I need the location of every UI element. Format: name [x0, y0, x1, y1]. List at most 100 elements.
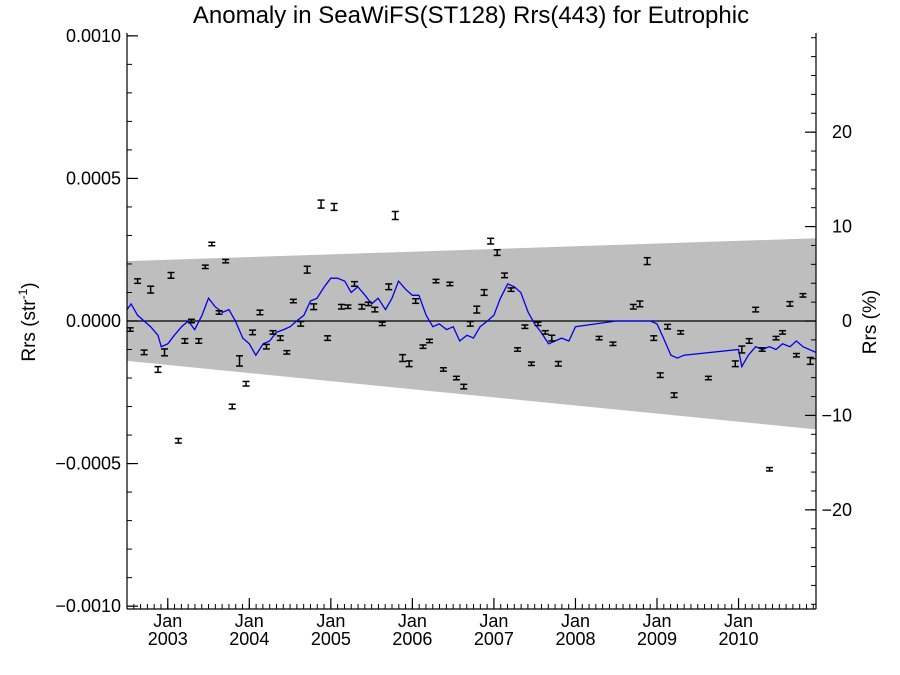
data-point [758, 347, 766, 352]
data-point [297, 320, 305, 327]
x-tick-month-label: Jan [561, 611, 590, 631]
data-point [228, 403, 236, 410]
x-tick-year-label: 2007 [474, 629, 514, 649]
data-point [187, 318, 195, 324]
data-point [419, 344, 427, 350]
data-point [480, 288, 488, 297]
data-point [664, 323, 672, 330]
data-point [670, 392, 678, 399]
x-tick-year-label: 2005 [311, 629, 351, 649]
data-point [364, 301, 372, 307]
y-right-tick-label: 10 [832, 217, 852, 237]
data-point [147, 285, 155, 294]
x-tick-month-label: Jan [642, 611, 671, 631]
data-point [541, 329, 549, 335]
data-point [303, 265, 311, 274]
x-tick-year-label: 2008 [555, 629, 595, 649]
data-point [501, 272, 509, 279]
x-tick-month-label: Jan [316, 611, 345, 631]
data-point [452, 375, 460, 381]
data-point [330, 202, 338, 212]
data-point [439, 367, 447, 372]
data-point [799, 292, 807, 298]
data-point [371, 306, 379, 313]
data-point [167, 271, 175, 279]
plot-content [127, 199, 816, 472]
data-point [677, 329, 685, 335]
data-point [766, 466, 774, 472]
data-point [283, 349, 291, 355]
data-point [174, 437, 182, 444]
data-point [487, 237, 495, 245]
data-point [236, 355, 244, 367]
data-point [208, 241, 216, 247]
x-tick-year-label: 2004 [229, 629, 269, 649]
data-point [391, 210, 399, 221]
y-right-tick-label: 20 [832, 122, 852, 142]
data-point [385, 283, 393, 291]
data-point [772, 335, 780, 341]
data-point [154, 365, 162, 374]
data-point [195, 337, 203, 344]
y-axis-left-label: Rrs (str-1) [16, 282, 40, 361]
data-point [127, 327, 134, 333]
x-tick-year-label: 2010 [719, 629, 759, 649]
data-point [324, 335, 332, 342]
data-point [460, 383, 468, 390]
data-point [215, 309, 223, 315]
data-point [731, 360, 739, 368]
uncertainty-band [127, 238, 816, 430]
data-point [337, 303, 345, 310]
data-point [636, 300, 644, 308]
x-tick-month-label: Jan [724, 611, 753, 631]
y-axis-left-label-close: ) [19, 282, 40, 288]
data-point [432, 278, 440, 284]
data-point [399, 353, 407, 363]
chart-title: Anomaly in SeaWiFS(ST128) Rrs(443) for E… [193, 2, 749, 29]
plot-area [127, 199, 816, 472]
data-point [609, 341, 617, 347]
data-point [656, 372, 664, 379]
data-point [358, 303, 366, 310]
x-tick-year-label: 2003 [148, 629, 188, 649]
data-point [350, 280, 358, 287]
data-point [629, 303, 637, 310]
y-tick-label: −0.0005 [55, 454, 121, 474]
data-point [521, 324, 529, 330]
data-point [643, 256, 651, 266]
x-tick-year-label: 2009 [637, 629, 677, 649]
y-tick-label: 0.0005 [66, 168, 121, 188]
y-tick-label: 0.0010 [66, 26, 121, 46]
data-point [242, 380, 250, 387]
data-point [201, 264, 209, 270]
data-point [378, 321, 386, 327]
data-point [554, 360, 562, 367]
data-point [752, 306, 760, 313]
data-point [595, 335, 603, 341]
data-point [650, 335, 658, 342]
data-point [256, 309, 264, 316]
data-point [745, 337, 753, 344]
data-point [344, 304, 352, 310]
data-point [161, 348, 169, 357]
data-point [134, 278, 142, 285]
data-point [446, 281, 454, 287]
data-point [222, 258, 230, 264]
data-point [249, 329, 257, 336]
data-point [181, 337, 189, 344]
data-point [473, 305, 481, 314]
data-point [262, 343, 270, 350]
data-point [412, 298, 420, 305]
x-tick-year-label: 2006 [392, 629, 432, 649]
y-tick-label: 0.0000 [66, 311, 121, 331]
data-point [704, 375, 712, 381]
y-tick-label: −0.0010 [55, 596, 121, 616]
y-axis-left-label-superscript: -1 [16, 288, 30, 299]
y-right-tick-label: −10 [821, 405, 852, 425]
data-point [493, 248, 501, 257]
data-point [317, 199, 325, 209]
data-point [792, 352, 800, 358]
data-point [806, 356, 814, 366]
x-tick-month-label: Jan [235, 611, 264, 631]
